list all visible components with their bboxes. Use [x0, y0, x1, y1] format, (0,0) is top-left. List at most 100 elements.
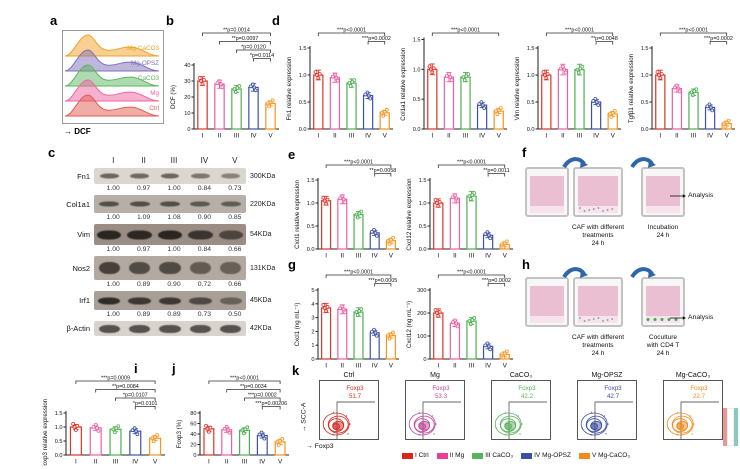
gate-value: 42.2 — [521, 393, 534, 400]
svg-text:II: II — [333, 133, 337, 140]
sig-bracket: *p=0.0107 — [115, 393, 156, 401]
svg-text:***p=0.0002: ***p=0.0002 — [362, 36, 391, 42]
curve-label: Ctrl — [149, 105, 159, 112]
bar-IV — [129, 426, 142, 456]
svg-text:V: V — [268, 133, 273, 140]
svg-text:1.0: 1.0 — [55, 425, 63, 431]
watermark-logo — [723, 408, 738, 446]
bar-IV — [248, 82, 259, 130]
band-values: 1.00 0.89 0.90 0.72 0.66 — [106, 281, 242, 288]
sig-bracket: **p=0.0058 — [369, 168, 396, 177]
curve-label: Mg-OPSZ — [131, 60, 159, 67]
flow-plot-title: Mg-CaCO₃ — [675, 372, 711, 379]
svg-text:1.5: 1.5 — [299, 46, 307, 52]
svg-text:***p<0.0001: ***p<0.0001 — [457, 160, 486, 166]
flow-histogram-curves: Mg-CaCO3 Mg-OPSZ CaCO3 Mg Ctrl — [64, 34, 160, 117]
bar-I — [313, 69, 324, 130]
svg-text:80: 80 — [190, 411, 196, 417]
scheme-incubation: Analysis CAF with different treatments 2… — [524, 156, 740, 260]
svg-text:1.5: 1.5 — [641, 46, 649, 52]
svg-text:II: II — [218, 133, 222, 140]
sig-bracket: ***p<0.0001 — [659, 28, 728, 36]
svg-text:30: 30 — [184, 79, 190, 85]
chart-tgfb1: 0.0 0.5 1.0 1.5 Tgfβ1 relative expression I II… — [626, 24, 738, 145]
bar-I — [433, 198, 444, 250]
scheme-caption-coculture: Coculture with CD4 T 24 h — [646, 334, 680, 357]
svg-text:III: III — [349, 133, 355, 140]
svg-text:II: II — [94, 459, 98, 466]
svg-text:V: V — [383, 133, 388, 140]
bar-III — [466, 316, 477, 360]
svg-text:V: V — [389, 253, 394, 260]
svg-text:40: 40 — [184, 63, 190, 69]
legend-item: I Ctrl — [402, 452, 429, 459]
panel-label-g: g — [288, 257, 296, 272]
svg-text:IV: IV — [132, 459, 139, 466]
svg-text:I: I — [659, 133, 661, 140]
flow-histogram-panel: Mg-CaCO3 Mg-OPSZ CaCO3 Mg Ctrl — [62, 30, 164, 124]
bar-V — [385, 235, 396, 250]
bar-I — [321, 302, 332, 360]
svg-text:I: I — [208, 459, 210, 466]
bar-II — [214, 79, 225, 130]
svg-text:**p=0.0034: **p=0.0034 — [240, 384, 267, 390]
svg-text:***p=0.0002: ***p=0.0002 — [704, 36, 733, 42]
bar-II — [89, 422, 102, 456]
svg-text:20: 20 — [184, 95, 190, 101]
svg-text:I: I — [75, 459, 77, 466]
legend-item: V Mg-CaCO₃ — [578, 452, 630, 459]
svg-text:V: V — [389, 363, 394, 370]
bar-I — [197, 76, 208, 130]
curve-label: CaCO3 — [138, 75, 159, 82]
chart-cxcl12-expression: 0.0 0.5 1.0 1.5 Cxcl12 relative expression I I… — [404, 156, 516, 265]
bar-V — [499, 239, 510, 250]
svg-text:V: V — [611, 133, 616, 140]
band-values: 1.00 0.97 1.00 0.84 0.73 — [106, 185, 242, 192]
svg-text:0: 0 — [187, 127, 190, 133]
svg-text:III: III — [469, 363, 475, 370]
gate-label: Foxp3 — [690, 385, 708, 392]
blot-strip — [94, 224, 246, 245]
sig-bracket: ***p<0.0001 — [325, 160, 392, 168]
cd4-cell — [646, 318, 650, 321]
bar-V — [379, 107, 390, 130]
flow-plot-caco3: CaCO₃ Foxp3 42.2 — [490, 372, 552, 445]
bar-IV — [482, 341, 494, 360]
svg-text:5: 5 — [311, 288, 314, 294]
analysis-label: Analysis — [688, 314, 714, 321]
sig-bracket: *p=0.0114 — [250, 53, 274, 62]
svg-text:III: III — [234, 133, 240, 140]
bar-I — [203, 423, 215, 456]
bar-II — [221, 424, 233, 456]
gate-value: 42.7 — [607, 393, 620, 400]
gate-label: Foxp3 — [346, 385, 364, 392]
svg-text:0.5: 0.5 — [55, 439, 63, 445]
kda-label: 131KDa — [250, 264, 276, 272]
svg-text:*p=0.0107: *p=0.0107 — [123, 393, 148, 399]
svg-text:200: 200 — [417, 311, 426, 317]
flow-curve-4 — [64, 94, 160, 117]
flow-plot-mg: Mg Foxp3 53.3 — [404, 372, 466, 445]
svg-text:V: V — [503, 363, 508, 370]
svg-text:V: V — [497, 133, 502, 140]
svg-text:II: II — [447, 133, 451, 140]
svg-text:1.5: 1.5 — [527, 46, 535, 52]
svg-text:I: I — [325, 363, 327, 370]
bar-V — [149, 433, 162, 456]
svg-text:III: III — [691, 133, 697, 140]
svg-text:I: I — [437, 253, 439, 260]
western-blots: I II III IV V Fn1 300KDa 1.00 0.97 1.00 0.84 0.73… — [54, 156, 316, 336]
sig-bracket: ***p<0.0001 — [437, 160, 506, 168]
cd4-cell — [667, 318, 671, 321]
bar-II — [557, 63, 569, 130]
kda-label: 42KDa — [250, 325, 272, 332]
svg-text:***p<0.0001: ***p<0.0001 — [230, 376, 259, 382]
sig-bracket: *p=0.0101 — [133, 401, 158, 410]
svg-text:1.0: 1.0 — [307, 201, 315, 207]
sig-bracket: ***p<0.0001 — [545, 28, 614, 36]
scheme-caption-treatments: CAF with different treatments 24 h — [571, 334, 625, 357]
bar-III — [688, 87, 699, 130]
bar-II — [337, 194, 348, 250]
svg-text:0.5: 0.5 — [641, 100, 649, 106]
gate-label: Foxp3 — [518, 385, 536, 392]
